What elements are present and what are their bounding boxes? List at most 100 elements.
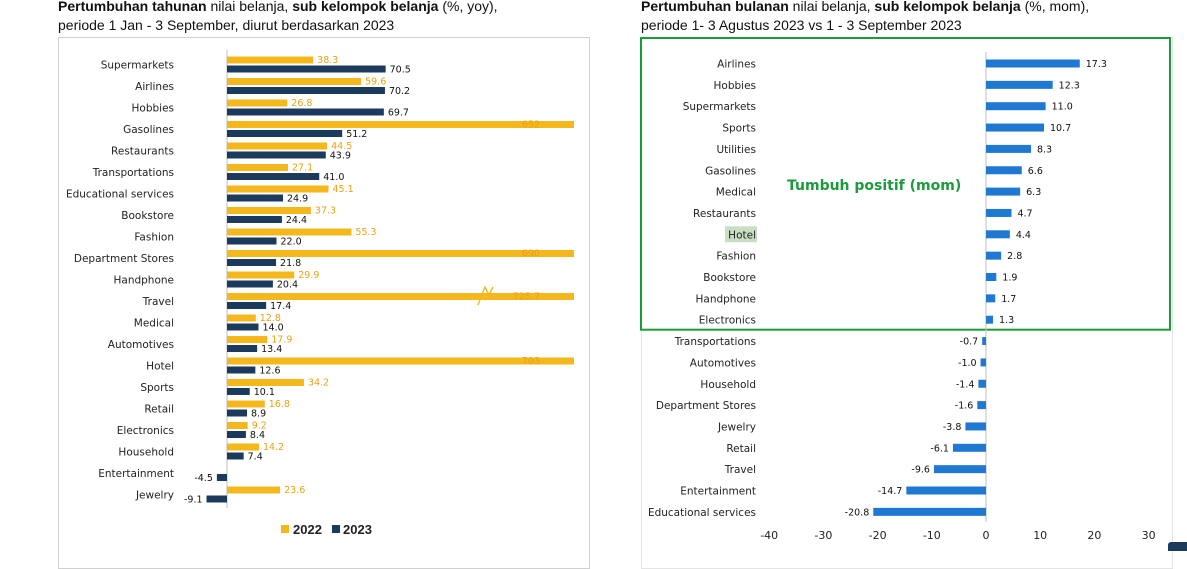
legend-label-2022: 2022	[293, 522, 322, 537]
bar-2023-restaurants	[227, 151, 326, 159]
value-label-2023-handphone: 20.4	[277, 280, 298, 291]
value-label-2023-hobbies: 69.7	[388, 108, 409, 119]
bar-2023-jewelry	[206, 495, 227, 503]
value-label-entertainment: -14.7	[878, 486, 903, 497]
category-label-retail: Retail	[144, 404, 174, 416]
category-label-retail: Retail	[726, 443, 756, 455]
x-tick-0: 0	[983, 529, 990, 542]
left-heading-bold2: sub kelompok belanja	[292, 0, 439, 14]
category-label-gasolines: Gasolines	[123, 124, 174, 136]
x-tick--10: -10	[923, 529, 941, 542]
category-label-jewelry: Jewelry	[135, 490, 174, 502]
category-label-entertainment: Entertainment	[680, 486, 756, 498]
x-tick--20: -20	[869, 529, 887, 542]
bar-2023-department-stores	[227, 259, 277, 266]
category-label-utilities: Utilities	[716, 144, 756, 156]
value-label-2023-entertainment: -4.5	[194, 473, 213, 484]
category-label-electronics: Electronics	[117, 425, 174, 437]
value-label-2023-sports: 10.1	[254, 387, 275, 398]
right-heading-line2: periode 1- 3 Agustus 2023 vs 1 - 3 Septe…	[641, 17, 962, 33]
bar-travel	[933, 465, 986, 474]
value-label-bookstore: 1.9	[1002, 273, 1017, 284]
category-label-airlines: Airlines	[135, 81, 174, 93]
value-label-2022-hotel: 703	[522, 356, 540, 367]
value-label-handphone: 1.7	[1001, 294, 1016, 305]
bar-2023-entertainment	[216, 474, 227, 481]
positive-growth-annotation: Tumbuh positif (mom)	[787, 178, 961, 194]
category-label-household: Household	[700, 379, 756, 391]
bar-2022-jewelry	[227, 486, 281, 494]
value-label-airlines: 17.3	[1086, 59, 1107, 70]
value-label-2023-hotel: 12.6	[259, 366, 280, 377]
value-label-sports: 10.7	[1050, 123, 1071, 134]
x-tick--40: -40	[760, 529, 778, 542]
bar-2022-medical	[227, 314, 256, 322]
category-label-sports: Sports	[140, 382, 174, 394]
bar-2023-electronics	[227, 431, 246, 438]
x-tick-10: 10	[1033, 529, 1047, 542]
value-label-2022-bookstore: 37.3	[315, 206, 336, 217]
legend-swatch-2022	[281, 525, 289, 533]
right-heading-normal1: nilai belanja,	[788, 0, 875, 14]
bar-2022-airlines	[227, 78, 362, 85]
right-heading-normal2: (%, mom),	[1020, 0, 1090, 14]
bar-fashion	[986, 251, 1002, 260]
value-label-2022-educational-services: 45.1	[332, 184, 353, 195]
right-chart-heading: Pertumbuhan bulanan nilai belanja, sub k…	[641, 0, 1089, 35]
value-label-2022-fashion: 55.3	[355, 227, 376, 238]
category-label-restaurants: Restaurants	[111, 146, 174, 158]
value-label-2023-electronics: 8.4	[250, 430, 265, 441]
value-label-2022-department-stores: 690	[522, 249, 540, 260]
bar-2023-airlines	[227, 87, 385, 94]
left-heading-normal1: nilai belanja,	[206, 0, 293, 14]
value-label-2023-household: 7.4	[248, 452, 263, 463]
bar-medical	[986, 187, 1021, 196]
value-label-2023-supermarkets: 70.5	[390, 65, 411, 76]
legend-label-2023: 2023	[343, 522, 372, 537]
x-tick--30: -30	[814, 529, 832, 542]
category-label-hotel: Hotel	[146, 361, 174, 373]
bar-2022-fashion	[227, 228, 352, 236]
bar-2023-bookstore	[227, 216, 282, 223]
category-label-bookstore: Bookstore	[121, 210, 174, 222]
value-label-2023-restaurants: 43.9	[330, 151, 351, 162]
category-label-handphone: Handphone	[113, 275, 174, 287]
value-label-fashion: 2.8	[1007, 251, 1022, 262]
category-label-automotives: Automotives	[108, 339, 174, 351]
category-label-educational-services: Educational services	[66, 189, 174, 201]
category-label-transportations: Transportations	[92, 167, 174, 179]
value-label-2023-airlines: 70.2	[389, 86, 410, 97]
value-label-2023-transportations: 41.0	[323, 172, 344, 183]
bar-transportations	[982, 337, 986, 346]
bar-2023-fashion	[227, 237, 277, 245]
category-label-educational-services: Educational services	[648, 507, 756, 519]
value-label-2023-automotives: 13.4	[261, 344, 282, 355]
bar-household	[978, 379, 986, 388]
left-heading-bold1: Pertumbuhan tahunan	[58, 0, 207, 14]
category-label-household: Household	[118, 447, 174, 459]
value-label-gasolines: 6.6	[1028, 166, 1043, 177]
value-label-2023-travel: 17.4	[270, 301, 291, 312]
value-label-2023-fashion: 22.0	[281, 237, 302, 248]
value-label-electronics: 1.3	[999, 315, 1014, 326]
bar-restaurants	[986, 208, 1012, 217]
yoy-bar-chart: Supermarkets 38.3 70.5 Airlines 59.670.2 Hobb…	[66, 50, 574, 537]
category-label-travel: Travel	[724, 464, 756, 476]
bar-department-stores	[977, 401, 986, 410]
category-label-entertainment: Entertainment	[98, 468, 174, 480]
bar-2023-household	[227, 452, 244, 460]
category-label-department-stores: Department Stores	[656, 400, 756, 412]
bar-2023-gasolines	[227, 130, 343, 137]
value-label-2023-gasolines: 51.2	[346, 129, 367, 140]
value-label-2023-educational-services: 24.9	[287, 194, 308, 205]
bar-hobbies	[986, 80, 1053, 89]
bar-2023-travel	[227, 302, 267, 309]
legend-swatch-2023	[332, 525, 340, 533]
bar-2022-handphone	[227, 271, 295, 279]
bar-2023-transportations	[227, 173, 320, 180]
bar-hotel	[986, 230, 1010, 239]
category-label-restaurants: Restaurants	[693, 208, 756, 220]
value-label-2022-supermarkets: 38.3	[317, 55, 338, 66]
category-label-medical: Medical	[134, 318, 174, 330]
value-label-2022-electronics: 9.2	[252, 421, 267, 432]
